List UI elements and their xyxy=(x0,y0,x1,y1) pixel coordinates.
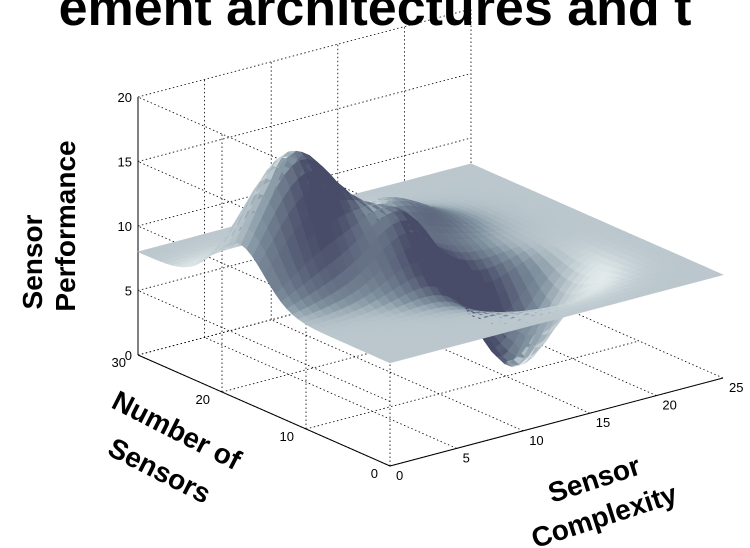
grid-line xyxy=(204,337,457,449)
grid-line xyxy=(137,290,391,402)
z-tick-label: 10 xyxy=(118,219,132,234)
x-tick-label: 25 xyxy=(729,380,743,395)
y-tick-label: 0 xyxy=(371,466,378,481)
z-axis-label-line2: Performance xyxy=(50,140,81,311)
y-tick-label: 10 xyxy=(280,429,294,444)
z-tick-label: 0 xyxy=(125,348,132,363)
y-axis-line xyxy=(137,354,391,467)
z-tick-label: 20 xyxy=(118,90,132,105)
grid-line xyxy=(137,161,391,273)
x-tick-label: 0 xyxy=(396,468,403,483)
y-tick-label: 30 xyxy=(112,355,126,370)
grid-line xyxy=(137,73,472,162)
x-tick-label: 15 xyxy=(596,415,610,430)
grid-line xyxy=(137,8,472,98)
surface xyxy=(137,150,724,367)
grid-line xyxy=(271,319,524,432)
x-axis-label-line1: SensorComplexity xyxy=(516,442,681,548)
x-tick-label: 20 xyxy=(662,398,676,413)
grid-line xyxy=(137,96,391,209)
z-tick-label: 5 xyxy=(125,284,132,299)
z-tick-label: 15 xyxy=(118,155,132,170)
z-axis-label-line1: Sensor xyxy=(17,214,48,309)
x-tick-label: 5 xyxy=(463,450,470,465)
surface-patch xyxy=(708,271,724,278)
slide-title: ement architectures and t xyxy=(58,0,692,37)
y-tick-label: 20 xyxy=(196,392,210,407)
axes xyxy=(137,97,724,467)
x-tick-label: 10 xyxy=(529,433,543,448)
x-axis-line xyxy=(389,377,724,467)
grid-line xyxy=(305,340,640,430)
